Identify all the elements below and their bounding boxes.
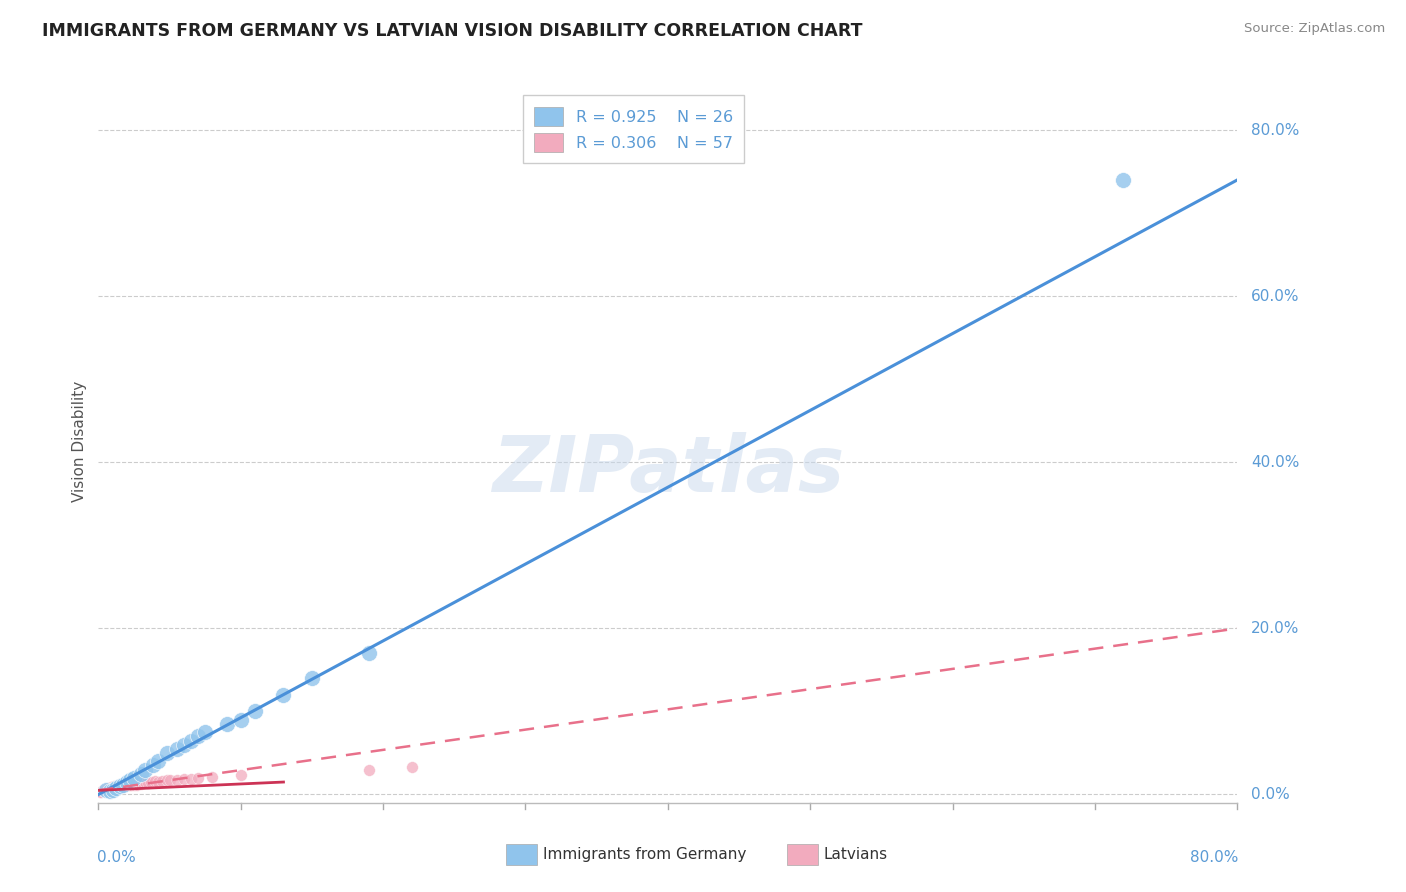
Point xyxy=(98,780,121,795)
Point xyxy=(104,779,127,793)
Point xyxy=(112,779,135,793)
Point xyxy=(93,784,115,798)
Point xyxy=(136,776,159,790)
Point xyxy=(194,725,217,739)
Text: 40.0%: 40.0% xyxy=(1251,455,1299,470)
Point xyxy=(98,782,121,797)
Point xyxy=(90,785,112,799)
Point xyxy=(148,754,170,768)
Text: 80.0%: 80.0% xyxy=(1189,850,1239,864)
Point xyxy=(104,780,127,795)
Point xyxy=(229,713,252,727)
Text: 0.0%: 0.0% xyxy=(1251,787,1289,802)
Text: 60.0%: 60.0% xyxy=(1251,289,1299,303)
Legend: R = 0.925    N = 26, R = 0.306    N = 57: R = 0.925 N = 26, R = 0.306 N = 57 xyxy=(523,95,744,163)
Point xyxy=(357,763,380,777)
Point xyxy=(94,783,117,797)
Point xyxy=(159,773,181,788)
Point xyxy=(180,772,202,786)
Text: IMMIGRANTS FROM GERMANY VS LATVIAN VISION DISABILITY CORRELATION CHART: IMMIGRANTS FROM GERMANY VS LATVIAN VISIO… xyxy=(42,22,863,40)
Point xyxy=(145,774,167,789)
Point xyxy=(243,705,266,719)
Text: Latvians: Latvians xyxy=(824,847,889,862)
Point xyxy=(229,767,252,781)
Point xyxy=(173,772,195,786)
Point xyxy=(121,777,143,791)
Point xyxy=(103,779,125,793)
Point xyxy=(100,781,122,796)
Point xyxy=(108,779,131,793)
Text: Source: ZipAtlas.com: Source: ZipAtlas.com xyxy=(1244,22,1385,36)
Point xyxy=(173,738,195,752)
Point xyxy=(107,779,129,793)
Point xyxy=(98,784,121,798)
Point xyxy=(129,777,152,791)
Point xyxy=(141,758,163,772)
Point xyxy=(273,688,295,702)
Point xyxy=(118,778,141,792)
Point xyxy=(100,780,122,794)
Point xyxy=(118,772,141,787)
Text: ZIPatlas: ZIPatlas xyxy=(492,433,844,508)
Point xyxy=(357,646,380,660)
Text: 20.0%: 20.0% xyxy=(1251,621,1299,636)
Point xyxy=(105,780,128,794)
Point xyxy=(152,774,174,789)
Point xyxy=(215,717,238,731)
Point xyxy=(114,778,136,792)
Point xyxy=(108,778,131,792)
Point xyxy=(94,783,117,797)
Point xyxy=(180,733,202,747)
Point xyxy=(97,780,120,795)
Point xyxy=(129,766,152,780)
Point xyxy=(117,778,139,792)
Point xyxy=(115,778,138,792)
Point xyxy=(187,771,209,785)
Text: Immigrants from Germany: Immigrants from Germany xyxy=(543,847,747,862)
Point xyxy=(103,780,125,795)
Point xyxy=(96,783,118,797)
Point xyxy=(108,780,131,794)
Point xyxy=(122,771,145,785)
Point xyxy=(96,781,118,796)
Point xyxy=(156,773,179,788)
Point xyxy=(127,776,149,790)
Point xyxy=(401,760,423,774)
Point xyxy=(166,741,188,756)
Point xyxy=(166,772,188,787)
Point xyxy=(94,781,117,796)
Point xyxy=(131,776,153,790)
Point xyxy=(97,782,120,797)
Point xyxy=(134,775,156,789)
Point xyxy=(201,770,224,784)
Point xyxy=(91,784,114,798)
Point xyxy=(134,763,156,777)
Text: 0.0%: 0.0% xyxy=(97,850,136,864)
Point xyxy=(101,782,124,797)
Point xyxy=(139,775,162,789)
Point xyxy=(115,775,138,789)
Point xyxy=(187,730,209,744)
Text: 80.0%: 80.0% xyxy=(1251,122,1299,137)
Point xyxy=(101,780,124,794)
Point xyxy=(120,778,142,792)
Point xyxy=(110,779,132,793)
Point xyxy=(89,785,111,799)
Point xyxy=(124,777,146,791)
Point xyxy=(301,671,323,685)
Point xyxy=(148,775,170,789)
Point xyxy=(104,780,127,795)
Point xyxy=(93,782,115,797)
Point xyxy=(1112,173,1135,187)
Point xyxy=(122,778,145,792)
Point xyxy=(101,781,124,796)
Y-axis label: Vision Disability: Vision Disability xyxy=(72,381,87,502)
Point xyxy=(125,778,148,792)
Point xyxy=(111,778,134,792)
Point xyxy=(156,746,179,760)
Point xyxy=(91,783,114,797)
Point xyxy=(111,778,134,792)
